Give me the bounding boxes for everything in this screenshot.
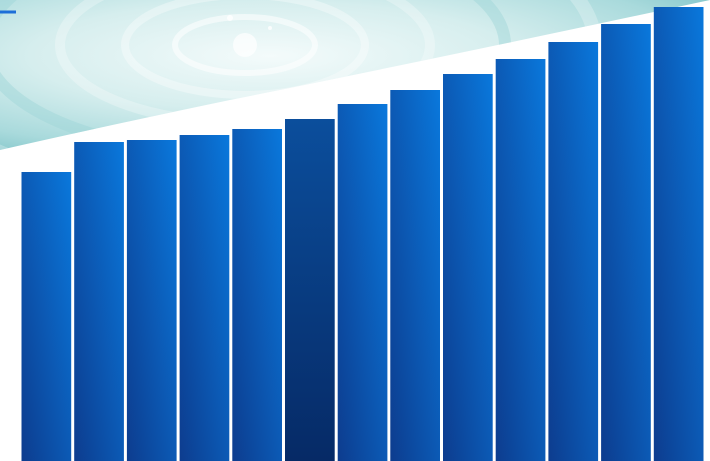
bar xyxy=(74,142,124,461)
bar xyxy=(21,172,72,461)
bar xyxy=(390,90,440,461)
bar xyxy=(232,129,282,461)
bar-highlighted xyxy=(285,119,335,461)
bar xyxy=(548,42,599,461)
bar xyxy=(495,59,546,461)
bar-series xyxy=(21,7,704,461)
bar xyxy=(126,140,177,461)
bar xyxy=(601,24,651,461)
bar xyxy=(179,135,230,461)
bar xyxy=(337,104,388,461)
bar xyxy=(653,7,704,461)
bar xyxy=(443,74,493,461)
